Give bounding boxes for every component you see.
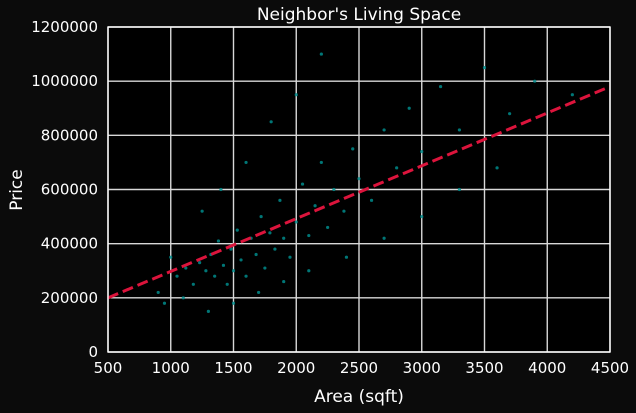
scatter-point bbox=[342, 209, 346, 213]
scatter-point bbox=[395, 166, 399, 170]
y-tick-label: 200000 bbox=[41, 289, 98, 307]
y-tick-label: 1000000 bbox=[31, 72, 98, 90]
y-tick-label: 600000 bbox=[41, 181, 98, 199]
scatter-point bbox=[282, 279, 286, 284]
scatter-point bbox=[235, 228, 239, 232]
x-tick-label: 3000 bbox=[403, 359, 441, 377]
scatter-point bbox=[184, 266, 188, 270]
scatter-point bbox=[191, 282, 195, 286]
scatter-point bbox=[156, 290, 160, 295]
scatter-point bbox=[570, 93, 574, 97]
trendline-group bbox=[107, 85, 611, 300]
scatter-point bbox=[332, 187, 336, 192]
y-axis-label: Price bbox=[7, 169, 27, 210]
x-tick-label: 1500 bbox=[214, 359, 252, 377]
x-axis-label: Area (sqft) bbox=[314, 387, 404, 407]
scatter-point bbox=[206, 309, 210, 313]
x-tick-label: 4000 bbox=[528, 359, 566, 377]
x-tick-label: 2000 bbox=[277, 359, 315, 377]
scatter-point bbox=[269, 120, 273, 124]
scatter-point bbox=[263, 266, 267, 270]
scatter-point bbox=[288, 255, 292, 259]
scatter-point bbox=[294, 220, 298, 224]
scatter-point bbox=[219, 187, 223, 192]
scatter-point bbox=[407, 106, 411, 110]
y-tick-label: 0 bbox=[88, 343, 98, 361]
scatter-point bbox=[420, 214, 424, 219]
scatter-point bbox=[344, 255, 349, 259]
scatter-point bbox=[162, 301, 167, 305]
scatter-point bbox=[225, 282, 229, 286]
x-tick-label: 500 bbox=[94, 359, 123, 377]
scatter-point bbox=[254, 252, 258, 257]
scatter-point bbox=[244, 274, 248, 278]
scatter-point bbox=[369, 198, 374, 202]
plot-border bbox=[107, 26, 611, 353]
scatter-point bbox=[294, 93, 298, 97]
scatter-point bbox=[257, 290, 261, 295]
scatter-point bbox=[229, 247, 233, 251]
scatter-point bbox=[319, 52, 323, 56]
scatter-point bbox=[351, 147, 355, 151]
scatter-point bbox=[244, 160, 248, 165]
scatter-point bbox=[457, 128, 461, 132]
scatter-point bbox=[282, 236, 286, 240]
scatter-point bbox=[495, 166, 499, 170]
scatter-point bbox=[307, 233, 311, 238]
scatter-point bbox=[204, 269, 208, 273]
scatter-point bbox=[231, 301, 236, 305]
scatter-point bbox=[268, 231, 272, 235]
x-tick-label: 2500 bbox=[340, 359, 378, 377]
scatter-point bbox=[200, 209, 204, 213]
y-tick-label: 400000 bbox=[41, 235, 98, 253]
scatter-point bbox=[175, 274, 179, 278]
scatter-point bbox=[326, 225, 330, 230]
x-tick-labels: 500 1000 1500 2000 2500 3000 3500 4000 4500 bbox=[94, 359, 629, 377]
scatter-point bbox=[313, 204, 317, 208]
scatter-point bbox=[420, 149, 424, 154]
scatter-point bbox=[457, 187, 461, 192]
plot-frame bbox=[107, 26, 611, 353]
y-tick-labels: 0 200000 400000 600000 800000 1000000 1200000 bbox=[31, 18, 98, 361]
scatter-point bbox=[213, 274, 217, 278]
scatter-points bbox=[156, 52, 574, 313]
scatter-point bbox=[181, 296, 185, 300]
scatter-point bbox=[300, 182, 305, 186]
scatter-point bbox=[231, 269, 236, 273]
scatter-point bbox=[239, 258, 243, 262]
scatter-point bbox=[198, 261, 202, 265]
scatter-point bbox=[307, 269, 311, 273]
y-tick-label: 1200000 bbox=[31, 18, 98, 36]
scatter-point bbox=[533, 79, 537, 83]
x-tick-label: 3500 bbox=[465, 359, 503, 377]
scatter-point bbox=[508, 112, 512, 116]
scatter-point bbox=[278, 198, 282, 202]
scatter-point bbox=[221, 263, 226, 267]
x-tick-label: 4500 bbox=[591, 359, 629, 377]
y-tick-label: 800000 bbox=[41, 126, 98, 144]
chart-title: Neighbor's Living Space bbox=[257, 5, 461, 25]
scatter-point bbox=[216, 239, 221, 243]
scatter-point bbox=[438, 84, 443, 89]
x-tick-label: 1000 bbox=[152, 359, 190, 377]
scatter-point bbox=[357, 177, 361, 181]
trendline bbox=[107, 85, 611, 300]
scatter-point bbox=[169, 255, 173, 259]
scatter-point bbox=[382, 128, 386, 132]
scatter-point bbox=[482, 66, 487, 70]
scatter-point bbox=[273, 247, 277, 251]
scatter-point bbox=[319, 160, 323, 165]
scatter-point bbox=[259, 214, 263, 219]
scatter-point bbox=[382, 236, 386, 240]
